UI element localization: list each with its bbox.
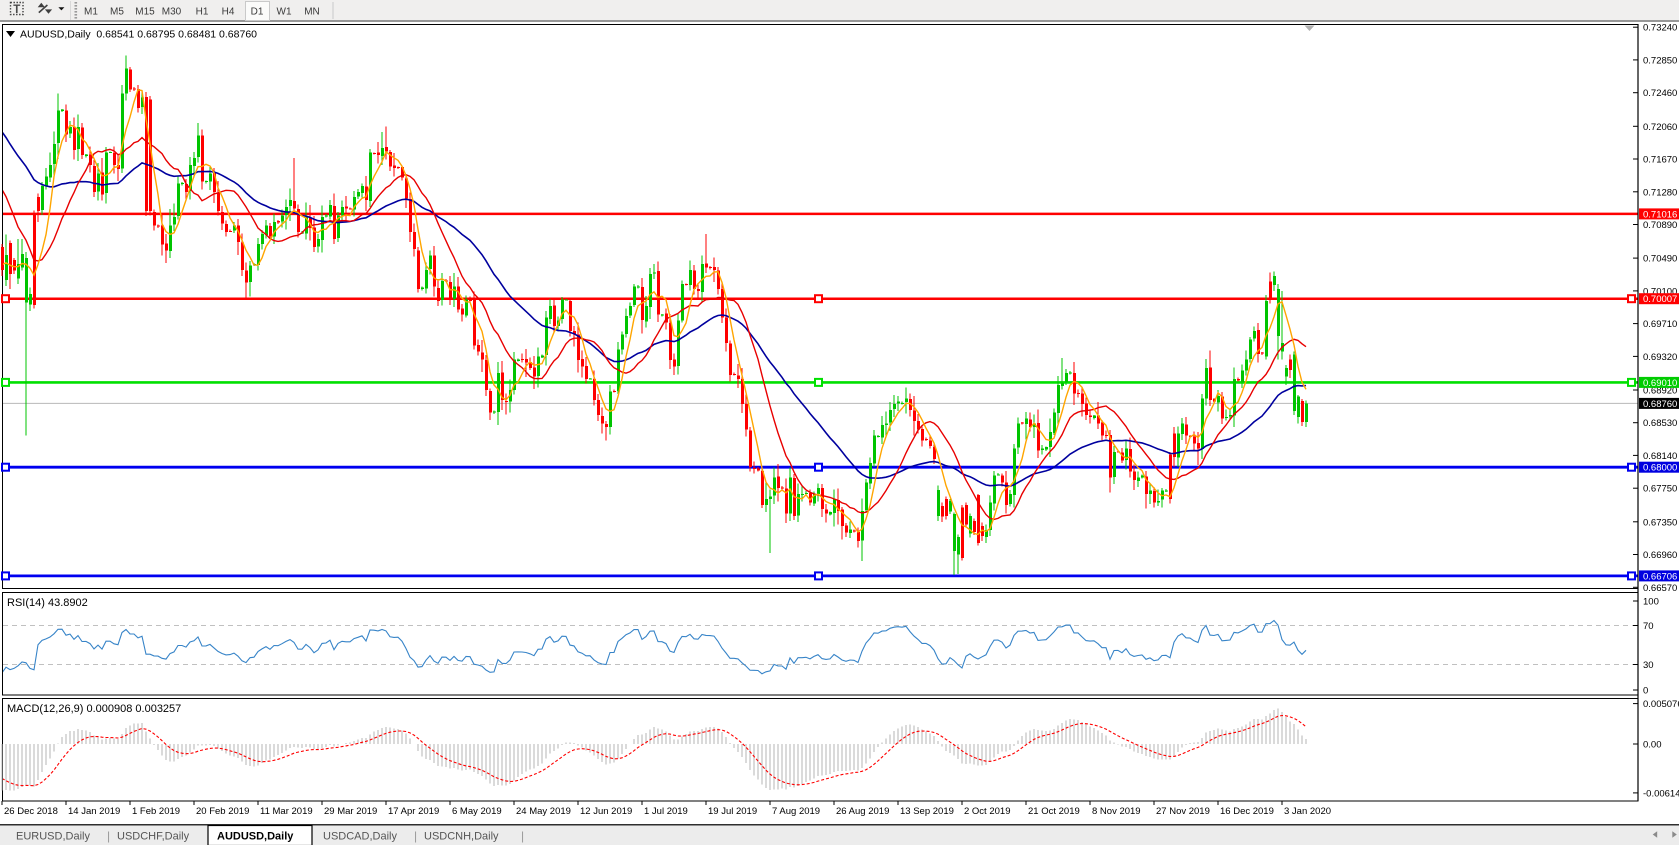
svg-text:20 Feb 2019: 20 Feb 2019 <box>196 806 249 817</box>
svg-text:0.73240: 0.73240 <box>1643 23 1677 34</box>
svg-text:0.66570: 0.66570 <box>1643 583 1677 594</box>
svg-text:17 Apr 2019: 17 Apr 2019 <box>388 806 439 817</box>
svg-text:0.68920: 0.68920 <box>1643 386 1677 397</box>
svg-text:RSI(14) 43.8902: RSI(14) 43.8902 <box>7 597 88 609</box>
svg-text:7 Aug 2019: 7 Aug 2019 <box>772 806 820 817</box>
svg-text:M1: M1 <box>84 7 98 18</box>
svg-text:USDCAD,Daily: USDCAD,Daily <box>323 831 397 843</box>
svg-text:0.71280: 0.71280 <box>1643 187 1677 198</box>
svg-text:0.71670: 0.71670 <box>1643 155 1677 166</box>
svg-text:M5: M5 <box>110 7 124 18</box>
svg-text:16 Dec 2019: 16 Dec 2019 <box>1220 806 1274 817</box>
svg-text:0.72060: 0.72060 <box>1643 122 1677 133</box>
svg-text:26 Aug 2019: 26 Aug 2019 <box>836 806 889 817</box>
svg-text:T: T <box>13 4 20 16</box>
svg-text:|: | <box>107 829 110 843</box>
svg-text:0.72460: 0.72460 <box>1643 88 1677 99</box>
svg-text:21 Oct 2019: 21 Oct 2019 <box>1028 806 1080 817</box>
svg-text:0.70890: 0.70890 <box>1643 220 1677 231</box>
svg-text:29 Mar 2019: 29 Mar 2019 <box>324 806 377 817</box>
svg-text:0.67350: 0.67350 <box>1643 517 1677 528</box>
svg-text:0.69320: 0.69320 <box>1643 352 1677 363</box>
svg-text:0.72850: 0.72850 <box>1643 55 1677 66</box>
svg-text:19 Jul 2019: 19 Jul 2019 <box>708 806 757 817</box>
svg-text:1 Jul 2019: 1 Jul 2019 <box>644 806 688 817</box>
svg-text:AUDUSD,Daily 0.68541 0.68795: AUDUSD,Daily 0.68541 0.68795 0.68481 0.6… <box>20 29 257 41</box>
svg-text:|: | <box>414 829 417 843</box>
svg-text:0.69710: 0.69710 <box>1643 319 1677 330</box>
svg-text:3 Jan 2020: 3 Jan 2020 <box>1284 806 1331 817</box>
svg-text:0.68140: 0.68140 <box>1643 451 1677 462</box>
svg-text:14 Jan 2019: 14 Jan 2019 <box>68 806 120 817</box>
svg-text:0.70490: 0.70490 <box>1643 254 1677 265</box>
svg-text:H1: H1 <box>196 7 209 18</box>
svg-text:70: 70 <box>1643 621 1654 632</box>
svg-text:12 Jun 2019: 12 Jun 2019 <box>580 806 632 817</box>
svg-text:|: | <box>521 829 524 843</box>
svg-text:0.66706: 0.66706 <box>1643 571 1677 582</box>
svg-text:24 May 2019: 24 May 2019 <box>516 806 571 817</box>
svg-text:0.70007: 0.70007 <box>1643 294 1677 305</box>
svg-text:USDCHF,Daily: USDCHF,Daily <box>117 831 190 843</box>
svg-text:H4: H4 <box>222 7 235 18</box>
svg-text:0.00: 0.00 <box>1643 740 1662 751</box>
svg-text:0: 0 <box>1643 686 1648 697</box>
svg-text:D1: D1 <box>251 7 264 18</box>
svg-text:0.67750: 0.67750 <box>1643 484 1677 495</box>
svg-text:0.005076: 0.005076 <box>1643 699 1679 710</box>
svg-text:USDCNH,Daily: USDCNH,Daily <box>424 831 499 843</box>
svg-text:MACD(12,26,9) 0.000908 0.00325: MACD(12,26,9) 0.000908 0.003257 <box>7 703 181 715</box>
svg-text:100: 100 <box>1643 597 1659 608</box>
svg-text:M30: M30 <box>162 7 182 18</box>
svg-text:0.69010: 0.69010 <box>1643 378 1677 389</box>
svg-text:0.68530: 0.68530 <box>1643 418 1677 429</box>
svg-text:30: 30 <box>1643 660 1654 671</box>
svg-text:8 Nov 2019: 8 Nov 2019 <box>1092 806 1141 817</box>
svg-text:0.68000: 0.68000 <box>1643 463 1677 474</box>
svg-text:13 Sep 2019: 13 Sep 2019 <box>900 806 954 817</box>
svg-text:0.71016: 0.71016 <box>1643 209 1677 220</box>
svg-text:AUDUSD,Daily: AUDUSD,Daily <box>217 831 294 843</box>
svg-text:26 Dec 2018: 26 Dec 2018 <box>4 806 58 817</box>
svg-text:1 Feb 2019: 1 Feb 2019 <box>132 806 180 817</box>
svg-text:11 Mar 2019: 11 Mar 2019 <box>260 806 313 817</box>
svg-text:2 Oct 2019: 2 Oct 2019 <box>964 806 1010 817</box>
svg-text:M15: M15 <box>135 7 155 18</box>
svg-text:W1: W1 <box>277 7 292 18</box>
svg-text:EURUSD,Daily: EURUSD,Daily <box>16 831 90 843</box>
svg-text:MN: MN <box>304 7 320 18</box>
svg-text:0.66960: 0.66960 <box>1643 550 1677 561</box>
svg-text:27 Nov 2019: 27 Nov 2019 <box>1156 806 1210 817</box>
svg-text:6 May 2019: 6 May 2019 <box>452 806 502 817</box>
svg-text:-0.00614: -0.00614 <box>1643 788 1679 799</box>
svg-text:0.68760: 0.68760 <box>1643 399 1677 410</box>
svg-text:0.70100: 0.70100 <box>1643 286 1677 297</box>
